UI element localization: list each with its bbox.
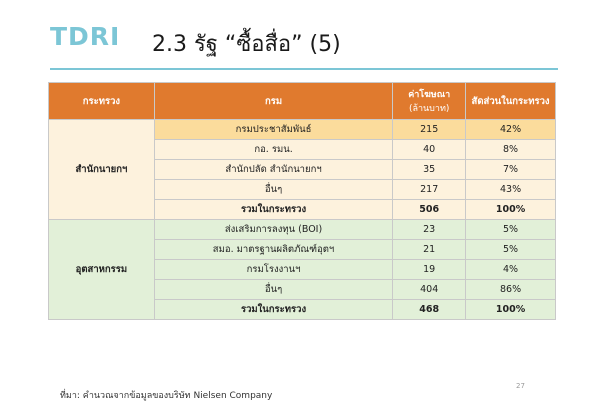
total-row: รวมในกระทรวง 468 100% (49, 299, 556, 320)
budget-cell: 215 (392, 119, 467, 140)
department-cell: อื่นๆ (153, 179, 394, 200)
media-budget-table: กระทรวง กรม ค่าโฆษณา (ล้านบาท) สัดส่วนใน… (48, 82, 556, 320)
department-cell: กอ. รมน. (153, 139, 394, 160)
header-budget-line2: (ล้านบาท) (408, 104, 450, 114)
budget-cell: 506 (392, 199, 467, 220)
department-cell: กรมประชาสัมพันธ์ (153, 119, 394, 140)
budget-cell: 23 (392, 219, 467, 240)
department-cell: กรมโรงงานฯ (153, 259, 394, 280)
table-row: สำนักนายกฯ กรมประชาสัมพันธ์ 215 42% (48, 119, 556, 220)
department-cell: สำนักปลัด สำนักนายกฯ (153, 159, 394, 180)
share-cell: 5% (465, 219, 556, 240)
share-cell: 100% (465, 299, 556, 320)
share-cell: 43% (465, 179, 556, 200)
source-note: ที่มา: คำนวณจากข้อมูลของบริษัท Nielsen C… (60, 391, 273, 401)
share-cell: 5% (465, 239, 556, 260)
slide-title: 2.3 รัฐ “ซื้อสื่อ” (5) (152, 32, 341, 57)
budget-cell: 468 (392, 299, 467, 320)
page-number: 27 (516, 382, 525, 390)
department-cell: สมอ. มาตรฐานผลิตภัณฑ์อุตฯ (153, 239, 394, 260)
table-row: อุตสาหกรรม ส่งเสริมการลงทุน (BOI) 23 5% (48, 219, 556, 320)
budget-cell: 35 (392, 159, 467, 180)
share-cell: 8% (465, 139, 556, 160)
header-budget-line1: ค่าโฆษณา (408, 90, 451, 100)
header-budget: ค่าโฆษณา (ล้านบาท) (392, 82, 467, 120)
tdri-logo: TDRI (50, 22, 121, 51)
title-divider (50, 68, 558, 70)
share-cell: 100% (465, 199, 556, 220)
table-row: อื่นๆ 404 86% (49, 279, 556, 300)
department-cell: ส่งเสริมการลงทุน (BOI) (153, 219, 394, 240)
department-cell: อื่นๆ (153, 279, 394, 300)
ministry-cell: อุตสาหกรรม (48, 219, 155, 320)
header-department: กรม (153, 82, 394, 120)
budget-cell: 21 (392, 239, 467, 260)
table-row: อื่นๆ 217 43% (49, 179, 556, 200)
budget-cell: 19 (392, 259, 467, 280)
group-industry: อุตสาหกรรม ส่งเสริมการลงทุน (BOI) 23 5% … (48, 219, 556, 320)
budget-cell: 217 (392, 179, 467, 200)
share-cell: 42% (465, 119, 556, 140)
budget-cell: 404 (392, 279, 467, 300)
share-cell: 7% (465, 159, 556, 180)
share-cell: 4% (465, 259, 556, 280)
table-header-row: กระทรวง กรม ค่าโฆษณา (ล้านบาท) สัดส่วนใน… (48, 82, 556, 120)
share-cell: 86% (465, 279, 556, 300)
total-row: รวมในกระทรวง 506 100% (49, 199, 556, 220)
group-pm-office: สำนักนายกฯ กรมประชาสัมพันธ์ 215 42% กอ. … (48, 119, 556, 220)
ministry-cell: สำนักนายกฯ (48, 119, 155, 220)
header-share: สัดส่วนในกระทรวง (465, 82, 556, 120)
budget-cell: 40 (392, 139, 467, 160)
header-ministry: กระทรวง (48, 82, 155, 120)
department-cell: รวมในกระทรวง (153, 299, 394, 320)
department-cell: รวมในกระทรวง (153, 199, 394, 220)
table-row: สมอ. มาตรฐานผลิตภัณฑ์อุตฯ 21 5% (49, 239, 556, 260)
